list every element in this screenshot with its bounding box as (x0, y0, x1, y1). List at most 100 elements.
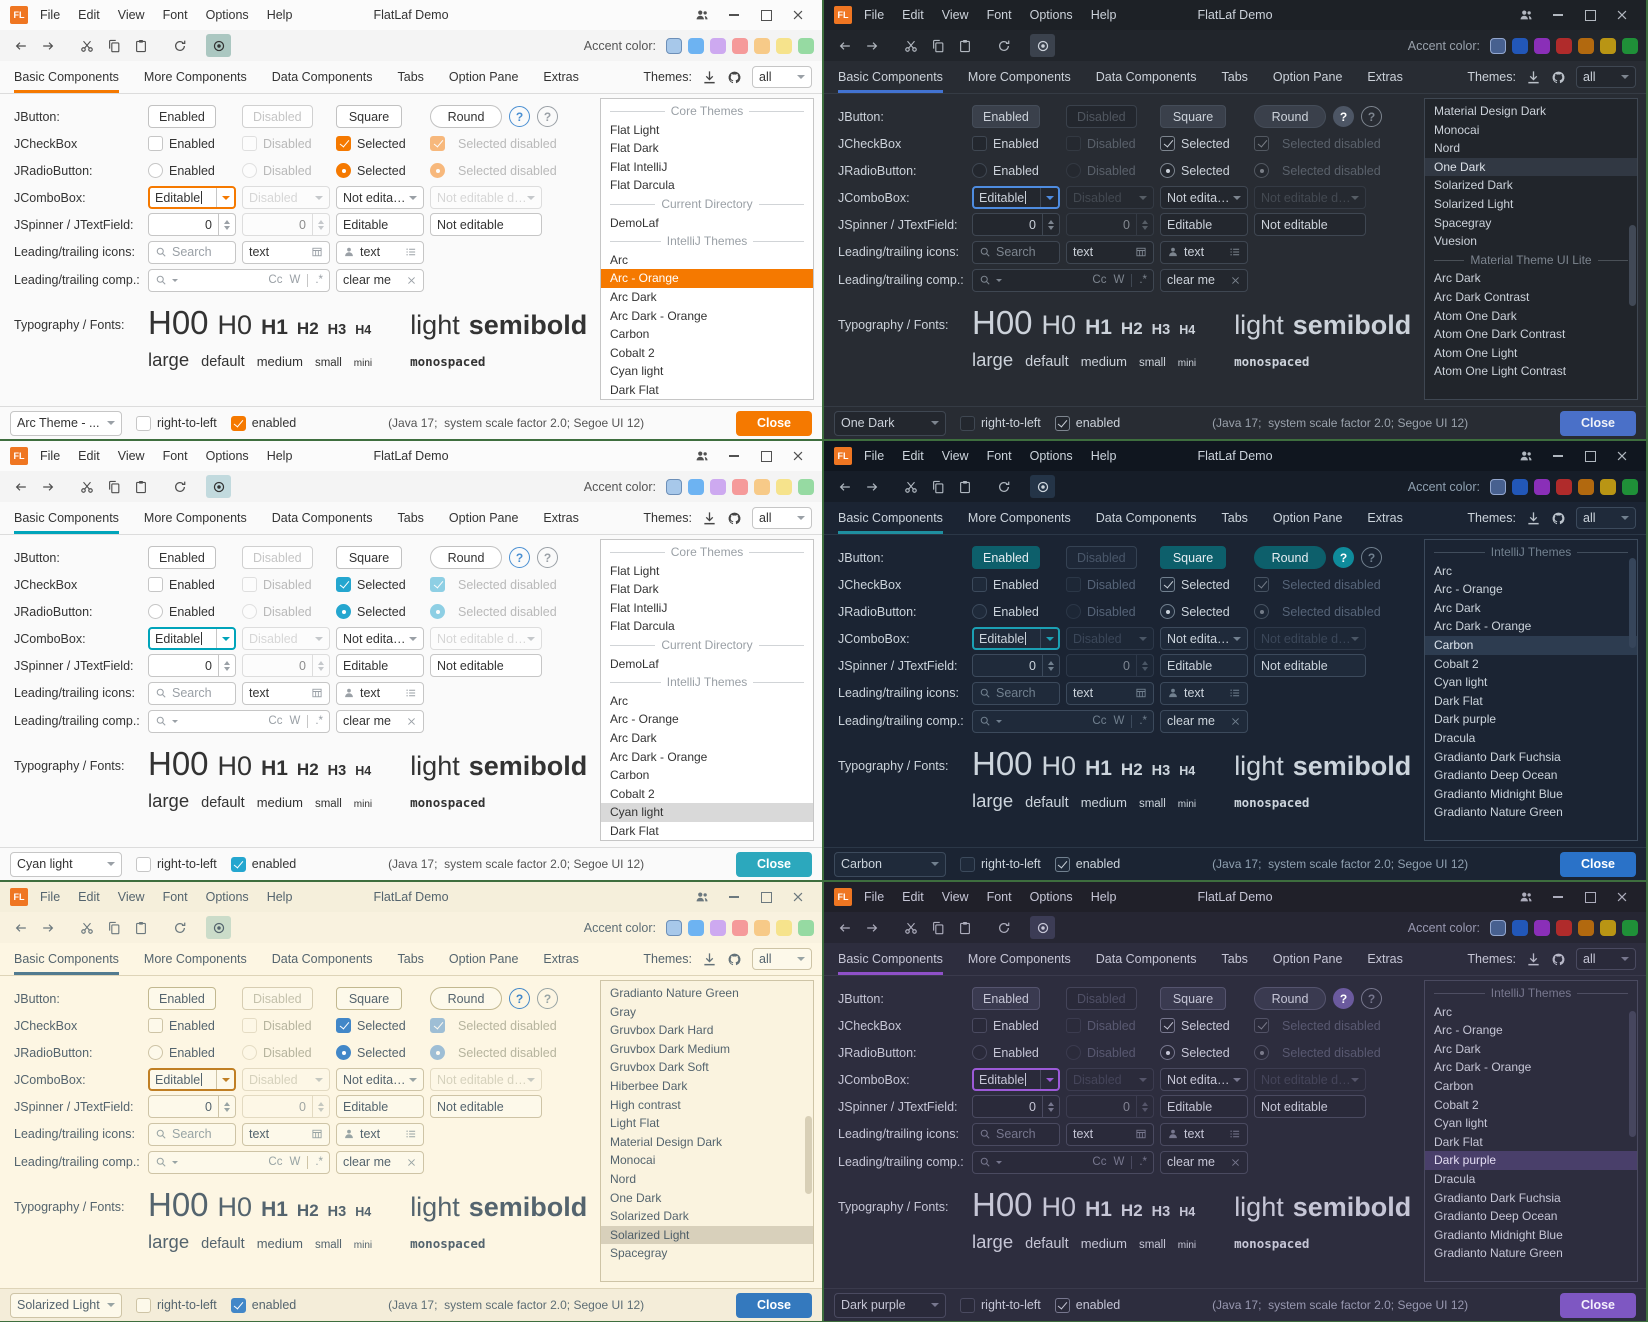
text-input-table[interactable]: text (1066, 240, 1154, 264)
menu-font[interactable]: Font (162, 8, 188, 22)
combobox-not-editable[interactable]: Not editable (1160, 627, 1248, 650)
help-button[interactable]: ? (509, 106, 530, 127)
enabled-checkbox[interactable]: enabled (1054, 415, 1120, 431)
theme-list-item[interactable]: Cobalt 2 (1434, 656, 1479, 671)
spinner[interactable]: 0 (148, 213, 236, 236)
search-input[interactable]: Search (148, 681, 236, 705)
menu-font[interactable]: Font (162, 449, 188, 463)
tab-extras[interactable]: Extras (543, 510, 579, 525)
theme-list-item[interactable]: Material Design Dark (1434, 104, 1547, 118)
search-options-input[interactable]: Cc W .* (972, 709, 1154, 733)
radio-enabled[interactable] (148, 163, 163, 178)
regex-toggle[interactable]: .* (1139, 715, 1147, 727)
scrollbar-thumb[interactable] (1629, 1011, 1636, 1137)
menu-options[interactable]: Options (205, 890, 249, 904)
search-input[interactable]: Search (972, 1122, 1060, 1146)
theme-list-item[interactable]: Gradianto Nature Green (1434, 805, 1563, 820)
theme-list-item[interactable]: High contrast (610, 1097, 681, 1112)
right-to-left-checkbox[interactable]: right-to-left (136, 1297, 217, 1313)
theme-selector-combo[interactable]: Cyan light (10, 851, 122, 877)
menu-edit[interactable]: Edit (78, 890, 100, 904)
theme-list-item[interactable]: Dark purple (1425, 1151, 1637, 1170)
spinner-arrows[interactable] (1042, 1096, 1059, 1117)
accent-swatch-6[interactable] (798, 478, 814, 495)
menu-file[interactable]: File (40, 8, 61, 22)
theme-list-item[interactable]: Light Flat (610, 1116, 660, 1131)
cut-button[interactable] (898, 34, 923, 57)
clear-icon[interactable] (406, 1157, 417, 1168)
copy-button[interactable] (925, 475, 950, 498)
forward-button[interactable] (859, 475, 884, 498)
theme-list-item[interactable]: Arc - Orange (610, 712, 679, 727)
tab-more-components[interactable]: More Components (967, 951, 1071, 966)
combobox-editable[interactable]: Editable (148, 1068, 236, 1091)
checkbox-selected[interactable] (336, 1018, 351, 1033)
theme-list-item[interactable]: Gradianto Nature Green (610, 986, 739, 1000)
close-window-button[interactable] (1608, 3, 1636, 27)
menu-edit[interactable]: Edit (78, 8, 100, 22)
users-icon[interactable] (688, 885, 716, 909)
theme-list-item[interactable]: Spacegray (610, 1246, 668, 1261)
combobox-not-editable[interactable]: Not editable (1160, 1068, 1248, 1091)
theme-list-item[interactable]: Gradianto Midnight Blue (1434, 786, 1563, 801)
tab-data-components[interactable]: Data Components (271, 510, 373, 525)
regex-toggle[interactable]: .* (1139, 1156, 1147, 1168)
tab-tabs[interactable]: Tabs (1221, 951, 1248, 966)
theme-list-item[interactable]: Solarized Light (601, 1225, 813, 1245)
download-icon[interactable] (1526, 952, 1541, 967)
enabled-button[interactable]: Enabled (148, 546, 216, 569)
back-button[interactable] (8, 916, 33, 939)
theme-list-item[interactable]: Cyan light (610, 364, 664, 379)
theme-list-item[interactable]: Gray (610, 1004, 637, 1019)
tab-extras[interactable]: Extras (1367, 951, 1403, 966)
square-button[interactable]: Square (336, 546, 402, 569)
enabled-checkbox[interactable]: enabled (1054, 1297, 1120, 1313)
text-input-table[interactable]: text (1066, 1122, 1154, 1146)
spinner-arrows[interactable] (218, 1096, 235, 1117)
github-icon[interactable] (727, 952, 742, 967)
inspect-toggle-button[interactable] (1030, 916, 1055, 939)
theme-list-item[interactable]: Cyan light (1434, 675, 1488, 690)
tab-basic-components[interactable]: Basic Components (14, 943, 119, 975)
users-icon[interactable] (1512, 885, 1540, 909)
accent-swatch-1[interactable] (688, 478, 704, 495)
clear-me-input[interactable]: clear me (1160, 268, 1248, 292)
textfield-editable[interactable]: Editable (1160, 654, 1248, 677)
radio-enabled[interactable] (148, 604, 163, 619)
spinner[interactable]: 0 (148, 1095, 236, 1118)
clear-me-input[interactable]: clear me (1160, 1150, 1248, 1174)
text-input-table[interactable]: text (242, 681, 330, 705)
enabled-button[interactable]: Enabled (972, 105, 1040, 128)
help-button-secondary[interactable]: ? (537, 547, 558, 568)
accent-swatch-1[interactable] (1512, 478, 1528, 495)
theme-list-item[interactable]: Arc Dark (1434, 1041, 1481, 1056)
menu-edit[interactable]: Edit (78, 449, 100, 463)
checkbox-enabled[interactable] (148, 577, 163, 592)
accent-swatch-5[interactable] (1600, 478, 1616, 495)
regex-toggle[interactable]: .* (315, 715, 323, 727)
refresh-button[interactable] (991, 34, 1016, 57)
text-input-user-list[interactable]: text (336, 240, 424, 264)
tab-basic-components[interactable]: Basic Components (838, 502, 943, 534)
menu-view[interactable]: View (941, 890, 969, 904)
accent-swatch-6[interactable] (1622, 478, 1638, 495)
help-button-secondary[interactable]: ? (1361, 547, 1382, 568)
theme-list-item[interactable]: Spacegray (1434, 215, 1492, 230)
checkbox-enabled[interactable] (148, 1018, 163, 1033)
back-button[interactable] (8, 34, 33, 57)
search-input[interactable]: Search (972, 240, 1060, 264)
accent-swatch-4[interactable] (754, 37, 770, 54)
theme-list-item[interactable]: Cyan light (1434, 1116, 1488, 1131)
enabled-checkbox[interactable]: enabled (1054, 856, 1120, 872)
paste-button[interactable] (128, 475, 153, 498)
forward-button[interactable] (35, 916, 60, 939)
accent-swatch-1[interactable] (688, 37, 704, 54)
refresh-button[interactable] (167, 475, 192, 498)
checkbox-selected[interactable] (336, 136, 351, 151)
menu-view[interactable]: View (117, 449, 145, 463)
enabled-button[interactable]: Enabled (148, 987, 216, 1010)
download-icon[interactable] (1526, 511, 1541, 526)
accent-swatch-6[interactable] (798, 37, 814, 54)
clear-me-input[interactable]: clear me (336, 268, 424, 292)
round-button[interactable]: Round (430, 105, 502, 128)
